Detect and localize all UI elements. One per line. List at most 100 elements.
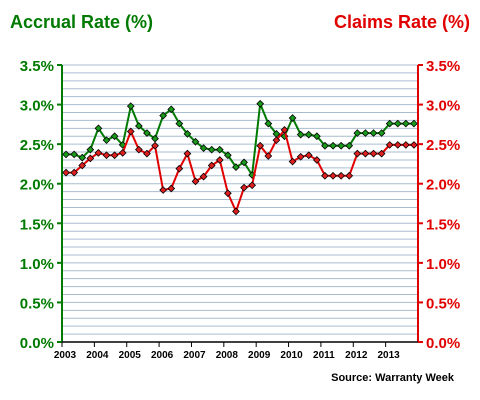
- claims-point: [296, 152, 305, 161]
- left-y-tick-label: 1.0%: [20, 256, 54, 273]
- claims-point: [280, 126, 289, 134]
- accrual-point: [264, 119, 273, 128]
- right-y-tick-label: 2.0%: [426, 177, 460, 194]
- claims-point: [78, 161, 87, 170]
- accrual-point: [361, 129, 370, 137]
- claims-line: [66, 127, 414, 215]
- claims-point: [401, 141, 410, 149]
- claims-point: [134, 145, 143, 154]
- claims-markers: [62, 126, 418, 216]
- claims-point: [377, 149, 386, 158]
- accrual-point: [191, 137, 200, 146]
- right-y-tick-label: 2.5%: [426, 137, 460, 154]
- x-tick-label: 2010: [280, 350, 303, 361]
- claims-point: [329, 171, 337, 180]
- claims-point: [151, 141, 159, 150]
- accrual-point: [312, 132, 321, 141]
- accrual-point: [385, 119, 394, 128]
- accrual-point: [377, 129, 386, 137]
- x-tick-label: 2003: [54, 350, 77, 361]
- accrual-point: [369, 129, 378, 137]
- claims-point: [94, 148, 103, 157]
- accrual-point: [256, 99, 265, 108]
- accrual-point: [329, 141, 337, 150]
- accrual-point: [240, 158, 248, 167]
- accrual-point: [288, 114, 297, 122]
- accrual-point: [223, 151, 232, 160]
- accrual-point: [110, 132, 119, 141]
- accrual-point: [62, 150, 70, 159]
- accrual-point: [199, 144, 208, 152]
- left-y-tick-label: 3.5%: [20, 58, 54, 75]
- claims-point: [321, 171, 329, 180]
- accrual-point: [126, 102, 135, 111]
- claims-point: [199, 172, 208, 181]
- claims-point: [337, 171, 346, 180]
- claims-point: [288, 157, 297, 166]
- claims-point: [256, 141, 265, 150]
- accrual-point: [304, 130, 313, 139]
- right-y-tick-label: 3.5%: [426, 58, 460, 75]
- x-tick-label: 2004: [86, 350, 109, 361]
- accrual-point: [102, 136, 111, 145]
- accrual-point: [296, 130, 305, 139]
- accrual-point: [215, 145, 224, 154]
- accrual-point: [321, 141, 329, 150]
- left-y-tick-label: 0.0%: [20, 335, 54, 352]
- claims-point: [312, 156, 321, 164]
- claims-point: [159, 186, 168, 194]
- gridlines: [62, 64, 418, 343]
- claims-point: [385, 141, 394, 149]
- left-y-tick-label: 2.5%: [20, 137, 54, 154]
- accrual-point: [207, 145, 216, 154]
- accrual-point: [167, 105, 176, 114]
- claims-point: [110, 151, 119, 160]
- claims-point: [232, 207, 240, 216]
- left-y-tick-label: 2.0%: [20, 177, 54, 194]
- accrual-point: [94, 124, 103, 133]
- claims-point: [248, 181, 257, 190]
- claims-point: [167, 184, 176, 193]
- accrual-point: [353, 129, 362, 137]
- claims-point: [393, 141, 402, 149]
- claims-point: [223, 189, 232, 198]
- accrual-point: [393, 119, 402, 128]
- left-axis-title: Accrual Rate (%): [10, 12, 154, 32]
- accrual-point: [337, 141, 346, 150]
- accrual-point: [345, 141, 354, 150]
- accrual-point: [232, 163, 240, 171]
- accrual-point: [175, 119, 184, 128]
- accrual-point: [401, 119, 410, 128]
- claims-point: [191, 177, 200, 186]
- accrual-point: [78, 153, 87, 162]
- x-tick-label: 2005: [119, 350, 142, 361]
- accrual-markers: [62, 99, 418, 179]
- accrual-point: [143, 129, 151, 137]
- right-y-tick-label: 1.5%: [426, 216, 460, 233]
- claims-point: [183, 149, 192, 158]
- accrual-point: [183, 129, 192, 138]
- claims-point: [102, 151, 111, 160]
- left-y-tick-label: 0.5%: [20, 295, 54, 312]
- x-tick-label: 2009: [248, 350, 271, 361]
- claims-point: [264, 152, 273, 160]
- claims-point: [175, 164, 184, 173]
- right-y-tick-label: 0.0%: [426, 335, 460, 352]
- claims-point: [304, 151, 313, 160]
- right-axis-title: Claims Rate (%): [333, 12, 470, 32]
- claims-point: [143, 149, 151, 158]
- right-y-tick-label: 3.0%: [426, 98, 460, 115]
- claims-point: [369, 149, 378, 158]
- accrual-point: [86, 145, 95, 154]
- claims-point: [410, 141, 418, 149]
- claims-point: [353, 149, 362, 158]
- x-tick-label: 2013: [378, 350, 401, 361]
- x-tick-label: 2011: [313, 350, 335, 361]
- claims-point: [215, 156, 224, 164]
- x-tick-label: 2007: [183, 350, 206, 361]
- claims-point: [70, 168, 79, 177]
- x-tick-label: 2012: [345, 350, 368, 361]
- right-y-tick-label: 0.5%: [426, 295, 460, 312]
- claims-point: [118, 148, 127, 157]
